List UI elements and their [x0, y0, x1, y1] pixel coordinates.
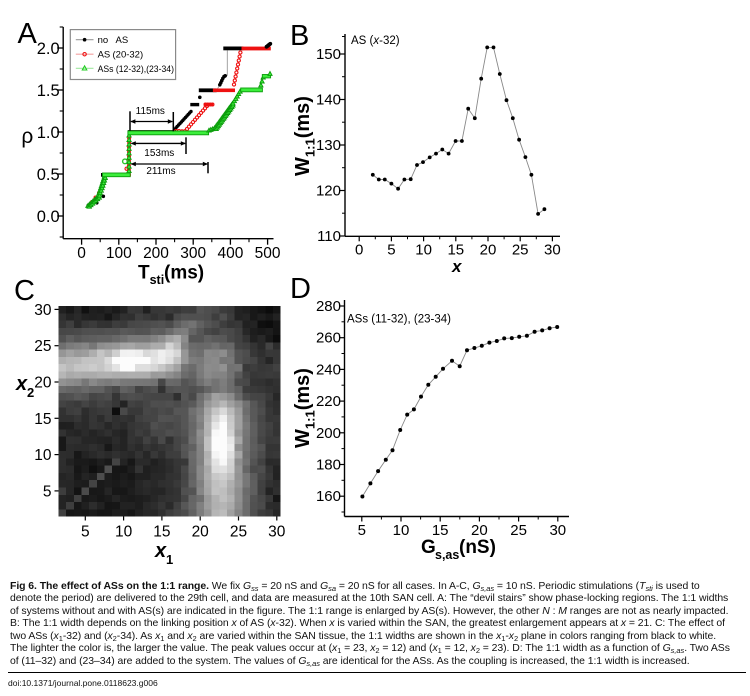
svg-text:ρ: ρ — [21, 125, 33, 148]
svg-text:15: 15 — [34, 411, 51, 428]
svg-text:30: 30 — [268, 524, 286, 541]
svg-text:500: 500 — [255, 245, 281, 262]
svg-text:no: no — [98, 35, 109, 46]
svg-text:120: 120 — [316, 183, 341, 200]
svg-text:5: 5 — [387, 242, 395, 259]
svg-text:20: 20 — [192, 524, 210, 541]
svg-text:110: 110 — [317, 228, 341, 245]
svg-text:25: 25 — [510, 522, 527, 539]
svg-text:200: 200 — [143, 245, 169, 262]
svg-text:x: x — [451, 257, 463, 276]
svg-text:W1:1(ms): W1:1(ms) — [292, 96, 318, 176]
svg-text:20: 20 — [471, 522, 488, 539]
svg-text:20: 20 — [480, 242, 497, 259]
svg-text:ASs (11-32), (23-34): ASs (11-32), (23-34) — [347, 314, 451, 326]
svg-text:B: B — [290, 20, 309, 52]
svg-text:25: 25 — [34, 338, 51, 355]
svg-text:1.5: 1.5 — [37, 82, 60, 100]
svg-text:400: 400 — [217, 245, 243, 262]
svg-text:sti: sti — [150, 273, 165, 287]
svg-text:0.0: 0.0 — [37, 208, 60, 226]
svg-text:25: 25 — [512, 242, 529, 259]
svg-text:A: A — [18, 18, 38, 50]
svg-text:0: 0 — [355, 242, 363, 259]
svg-text:(nS): (nS) — [459, 537, 496, 558]
svg-text:G: G — [421, 537, 436, 558]
svg-text:15: 15 — [153, 524, 170, 541]
svg-text:240: 240 — [316, 361, 341, 378]
svg-text:x: x — [15, 373, 28, 395]
svg-text:15: 15 — [447, 242, 464, 259]
svg-text:211ms: 211ms — [146, 166, 175, 177]
svg-text:(20-32): (20-32) — [113, 50, 144, 61]
svg-text:30: 30 — [549, 522, 566, 539]
svg-text:s,as: s,as — [435, 548, 459, 562]
svg-text:ASs (12-32),(23-34): ASs (12-32),(23-34) — [98, 64, 174, 75]
svg-text:160: 160 — [316, 488, 341, 505]
svg-text:5: 5 — [358, 522, 366, 539]
svg-text:2: 2 — [27, 385, 34, 400]
svg-text:D: D — [290, 273, 311, 305]
svg-text:300: 300 — [180, 245, 206, 262]
svg-text:200: 200 — [316, 425, 341, 442]
svg-text:130: 130 — [316, 137, 341, 154]
svg-text:15: 15 — [432, 522, 449, 539]
svg-text:280: 280 — [316, 298, 341, 315]
svg-text:10: 10 — [34, 447, 52, 464]
svg-text:AS: AS — [116, 35, 129, 46]
svg-text:W1:1(ms): W1:1(ms) — [292, 368, 318, 448]
svg-text:C: C — [14, 275, 35, 307]
svg-text:AS (x-32): AS (x-32) — [351, 35, 400, 47]
svg-text:10: 10 — [393, 522, 410, 539]
svg-text:20: 20 — [34, 375, 52, 392]
svg-text:260: 260 — [316, 330, 341, 347]
svg-text:180: 180 — [316, 457, 341, 474]
svg-text:30: 30 — [544, 242, 561, 259]
svg-text:30: 30 — [34, 302, 52, 319]
svg-text:1.0: 1.0 — [37, 124, 60, 142]
svg-text:5: 5 — [43, 483, 52, 500]
svg-text:10: 10 — [415, 242, 432, 259]
svg-text:0.5: 0.5 — [37, 166, 60, 184]
svg-text:AS: AS — [98, 50, 111, 61]
svg-text:1: 1 — [166, 552, 173, 567]
svg-text:(ms): (ms) — [164, 263, 204, 284]
svg-text:115ms: 115ms — [136, 106, 165, 117]
svg-text:153ms: 153ms — [144, 148, 174, 159]
svg-text:0: 0 — [77, 245, 86, 262]
svg-text:100: 100 — [106, 245, 132, 262]
svg-text:x: x — [154, 540, 167, 562]
svg-text:T: T — [138, 263, 150, 284]
svg-text:10: 10 — [115, 524, 133, 541]
svg-text:140: 140 — [316, 92, 341, 109]
svg-text:220: 220 — [316, 393, 341, 410]
svg-text:5: 5 — [81, 524, 90, 541]
svg-text:2.0: 2.0 — [37, 40, 60, 58]
svg-text:150: 150 — [316, 46, 341, 63]
svg-text:25: 25 — [230, 524, 247, 541]
